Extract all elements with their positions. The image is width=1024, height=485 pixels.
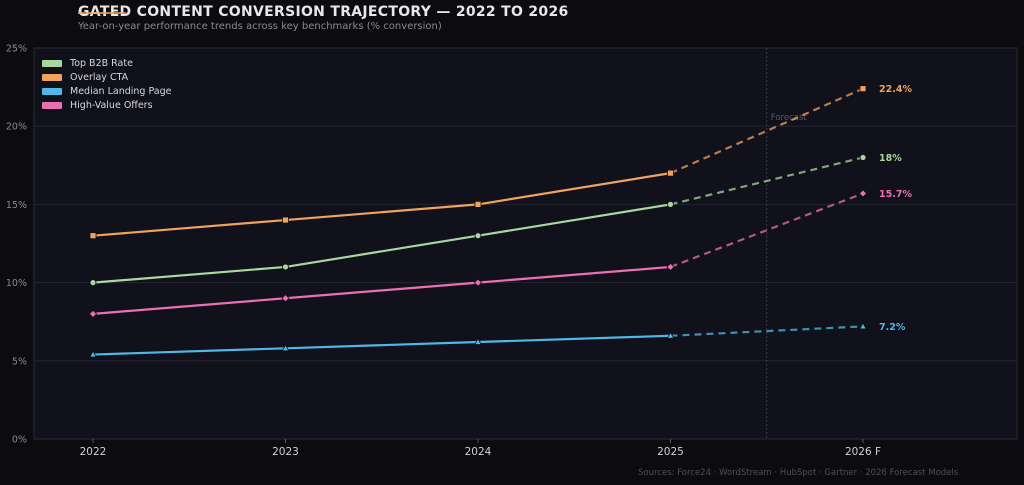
sources-footer: Sources: Force24 · WordStream · HubSpot … <box>638 468 959 478</box>
forecast-region: Forecast <box>766 48 808 439</box>
legend-swatch <box>42 101 62 109</box>
data-point <box>282 263 289 271</box>
x-tick-label: 2026 F <box>845 446 881 458</box>
data-point <box>474 200 482 208</box>
end-value-label: 15.7% <box>879 189 912 200</box>
chart-subtitle: Year-on-year performance trends across k… <box>78 21 442 32</box>
chart-legend: Top B2B Rate Overlay CTA Median Landing Pa… <box>38 52 174 118</box>
series-line-forecast <box>670 156 864 206</box>
legend-label: Top B2B Rate <box>70 57 133 69</box>
legend-label: Median Landing Page <box>70 85 172 97</box>
end-value-label: 18% <box>879 153 902 164</box>
legend-swatch <box>42 87 62 95</box>
x-tick-label: 2025 <box>657 446 684 458</box>
data-point <box>858 189 868 198</box>
series-line-forecast <box>670 325 864 337</box>
series-lines <box>88 85 868 358</box>
x-tick-label: 2024 <box>465 446 492 458</box>
legend-swatch <box>42 73 62 81</box>
title-accent-bar <box>78 12 126 14</box>
legend-label: High-Value Offers <box>70 99 153 111</box>
y-tick-label: 20% <box>6 122 27 133</box>
data-point <box>89 279 97 287</box>
data-point <box>859 322 867 330</box>
data-point <box>474 232 482 240</box>
chart-title-text: GATED CONTENT CONVERSION TRAJECTORY — 20… <box>78 4 569 20</box>
y-axis-ticks: 0% 5% 10% 15% 20% 25% <box>6 44 27 446</box>
data-point <box>89 350 97 358</box>
header: GATED CONTENT CONVERSION TRAJECTORY — 20… <box>78 4 569 32</box>
data-point <box>859 154 867 161</box>
series-line-forecast <box>670 192 864 268</box>
x-axis-ticks: 2022 2023 2024 2025 2026 F <box>80 439 881 458</box>
grid-lines <box>34 125 1017 362</box>
legend-item: Top B2B Rate <box>42 56 174 70</box>
y-tick-label: 0% <box>12 435 27 446</box>
legend-item: Median Landing Page <box>42 84 174 98</box>
legend-swatch <box>42 59 62 67</box>
data-point <box>88 309 98 319</box>
data-point <box>473 278 483 287</box>
data-point <box>282 216 289 224</box>
series-line-actual <box>92 334 671 356</box>
end-value-label: 22.4% <box>879 84 912 95</box>
end-value-label: 7.2% <box>879 322 906 333</box>
series-line-actual <box>92 172 671 237</box>
y-tick-label: 5% <box>12 356 27 367</box>
data-point <box>667 169 674 177</box>
plot-area <box>33 47 1018 440</box>
series-line-actual <box>92 265 671 315</box>
x-tick-label: 2022 <box>80 446 107 458</box>
y-tick-label: 25% <box>6 44 27 55</box>
legend-label: Overlay CTA <box>70 71 129 83</box>
data-point <box>667 200 674 208</box>
x-tick-label: 2023 <box>272 446 299 458</box>
y-tick-label: 10% <box>6 278 27 289</box>
legend-item: Overlay CTA <box>42 70 174 84</box>
y-tick-label: 15% <box>6 200 27 211</box>
legend-item: High-Value Offers <box>42 98 174 112</box>
end-labels: 18% 22.4% 7.2% 15.7% <box>879 84 912 333</box>
data-point <box>859 85 867 93</box>
forecast-label: Forecast <box>771 113 808 123</box>
data-point <box>474 337 482 345</box>
data-point <box>281 294 290 303</box>
chart-title: GATED CONTENT CONVERSION TRAJECTORY — 20… <box>78 4 569 20</box>
data-point <box>666 331 675 339</box>
data-point <box>281 343 290 352</box>
series-line-actual <box>92 203 671 284</box>
data-point <box>666 262 675 272</box>
data-point <box>89 232 97 240</box>
